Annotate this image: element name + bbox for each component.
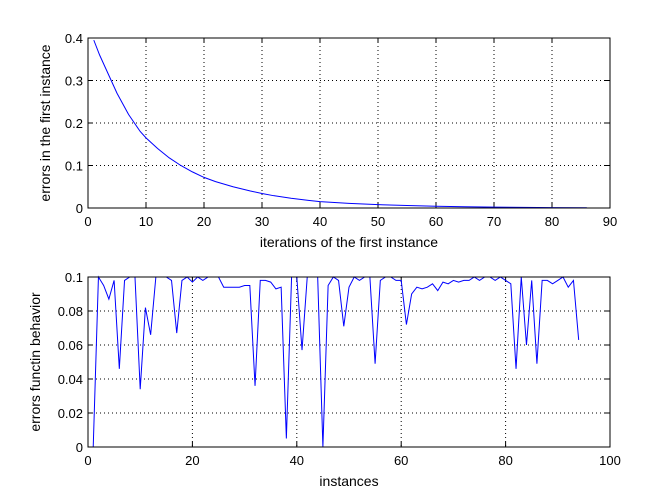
top-xtick-label: 60 [429, 214, 443, 229]
bottom-plot-frame [87, 276, 611, 448]
top-ytick-label: 0 [76, 201, 83, 216]
bot-xtick-label: 80 [498, 453, 512, 468]
bottom-xlabel: instances [319, 473, 378, 489]
top-ytick-label: 0.3 [65, 74, 83, 89]
top-plot-frame [87, 37, 611, 209]
top-xtick-label: 50 [371, 214, 385, 229]
bottom-ticks: 0 20 40 60 80 100 0 0.02 0.04 0.06 0.08 0.1 [58, 270, 621, 468]
bottom-series-line [92, 275, 580, 448]
top-ylabel: errors in the first instance [37, 44, 53, 201]
top-ytick-label: 0.4 [65, 31, 83, 46]
top-ytick-label: 0.1 [65, 159, 83, 174]
top-ytick-label: 0.2 [65, 116, 83, 131]
top-xtick-label: 90 [603, 214, 617, 229]
top-xtick-label: 10 [139, 214, 153, 229]
top-xtick-label: 80 [545, 214, 559, 229]
top-grid [88, 38, 610, 208]
bottom-ylabel: errors functin behavior [27, 292, 43, 432]
bot-ytick-label: 0.02 [58, 406, 83, 421]
bot-ytick-label: 0.04 [58, 372, 83, 387]
bottom-plot: 0 20 40 60 80 100 0 0.02 0.04 0.06 0.08 0.1 instanc… [27, 270, 621, 489]
bot-ytick-label: 0 [76, 440, 83, 455]
top-xlabel: iterations of the first instance [260, 234, 438, 250]
top-plot: 0 10 20 30 40 50 60 70 80 90 0 0.1 0.2 0.3 0.4 iterati… [37, 31, 617, 250]
top-xtick-label: 20 [197, 214, 211, 229]
top-ticks: 0 10 20 30 40 50 60 70 80 90 0 0.1 0.2 0.3 0.4 [65, 31, 617, 229]
top-xtick-label: 40 [313, 214, 327, 229]
top-xtick-label: 30 [255, 214, 269, 229]
bot-ytick-label: 0.06 [58, 338, 83, 353]
top-xtick-label: 0 [84, 214, 91, 229]
top-series-line [93, 39, 587, 209]
bot-xtick-label: 20 [185, 453, 199, 468]
bot-xtick-label: 40 [290, 453, 304, 468]
bot-xtick-label: 0 [84, 453, 91, 468]
bot-ytick-label: 0.1 [65, 270, 83, 285]
bot-xtick-label: 60 [394, 453, 408, 468]
bot-xtick-label: 100 [599, 453, 621, 468]
bottom-grid [88, 277, 610, 447]
bot-ytick-label: 0.08 [58, 304, 83, 319]
bottom-plot-area [88, 277, 610, 447]
top-xtick-label: 70 [487, 214, 501, 229]
